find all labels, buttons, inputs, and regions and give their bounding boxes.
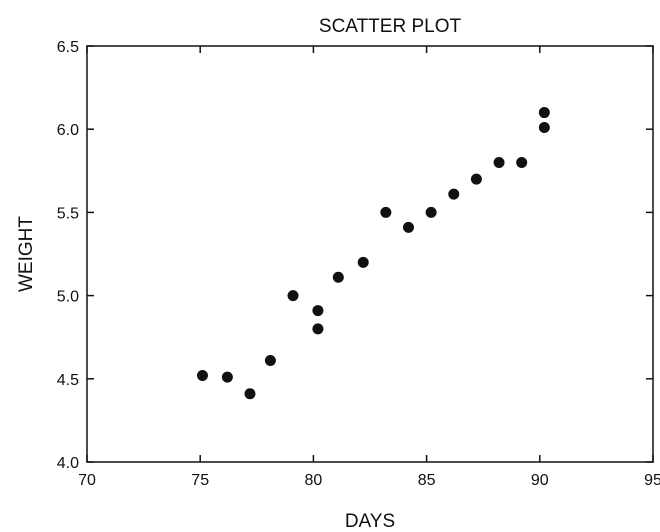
scatter-point xyxy=(471,174,482,185)
scatter-point xyxy=(265,355,276,366)
scatter-point xyxy=(539,122,550,133)
y-tick-label: 4.5 xyxy=(57,372,79,389)
scatter-point xyxy=(312,323,323,334)
scatter-point xyxy=(494,157,505,168)
x-axis-label: DAYS xyxy=(345,511,395,532)
scatter-point xyxy=(448,189,459,200)
scatter-point xyxy=(333,272,344,283)
y-tick-label: 4.0 xyxy=(57,455,79,472)
scatter-point xyxy=(516,157,527,168)
scatter-point xyxy=(245,388,256,399)
plot-area-frame xyxy=(87,46,653,462)
x-tick-label: 85 xyxy=(418,472,436,489)
scatter-point xyxy=(312,305,323,316)
x-tick-label: 95 xyxy=(644,472,660,489)
y-axis-label: WEIGHT xyxy=(16,216,37,292)
x-axis: 70 75 80 85 90 95 xyxy=(78,46,660,489)
scatter-point xyxy=(380,207,391,218)
y-tick-label: 5.0 xyxy=(57,289,79,306)
data-points xyxy=(197,107,550,399)
scatter-point xyxy=(426,207,437,218)
y-axis: 4.0 4.5 5.0 5.5 6.0 6.5 xyxy=(57,39,653,472)
x-tick-label: 75 xyxy=(191,472,209,489)
y-tick-label: 6.0 xyxy=(57,122,79,139)
x-tick-label: 70 xyxy=(78,472,96,489)
scatter-point xyxy=(403,222,414,233)
x-tick-label: 90 xyxy=(531,472,549,489)
scatter-point xyxy=(358,257,369,268)
scatter-point xyxy=(222,372,233,383)
scatter-point xyxy=(197,370,208,381)
y-tick-label: 6.5 xyxy=(57,39,79,56)
y-tick-label: 5.5 xyxy=(57,205,79,222)
x-tick-label: 80 xyxy=(305,472,323,489)
chart-title: SCATTER PLOT xyxy=(319,16,462,37)
scatter-point xyxy=(288,290,299,301)
scatter-point xyxy=(539,107,550,118)
